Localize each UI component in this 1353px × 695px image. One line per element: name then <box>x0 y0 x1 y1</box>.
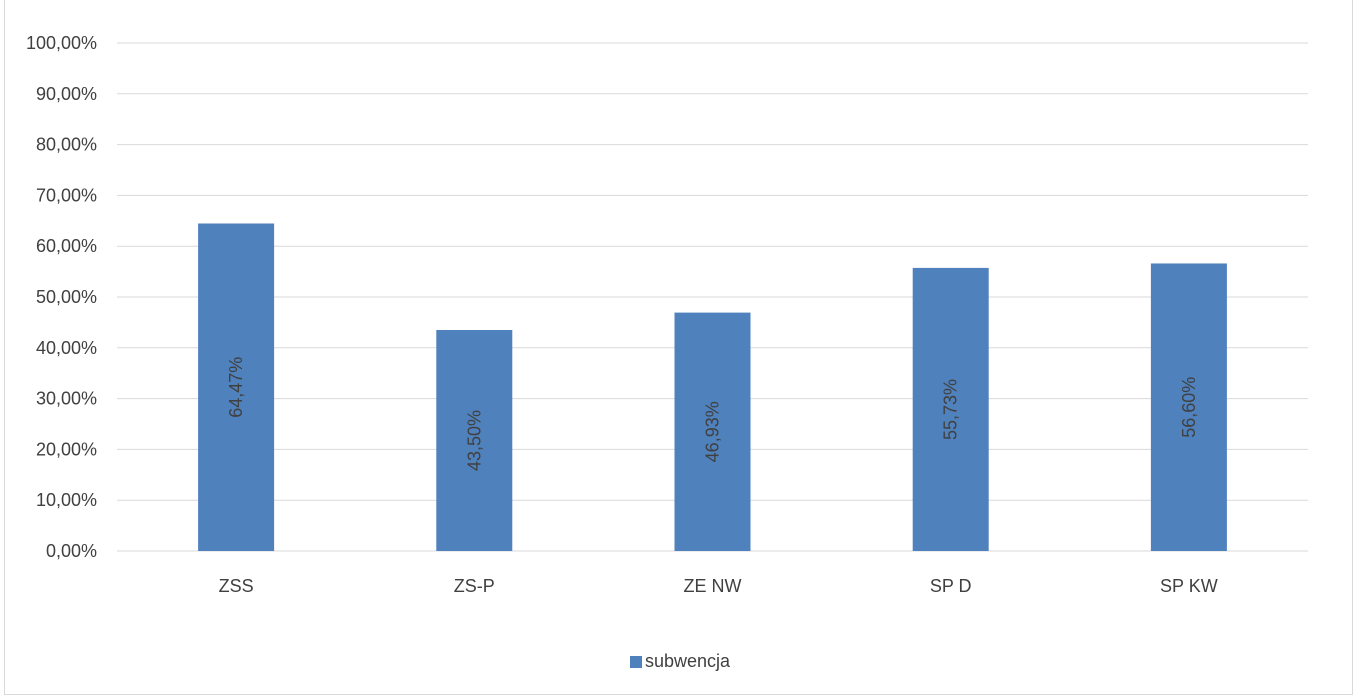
legend: subwencja <box>630 651 731 671</box>
y-tick-label: 90,00% <box>36 84 97 104</box>
y-tick-label: 20,00% <box>36 439 97 459</box>
x-category-label: ZS-P <box>454 576 495 596</box>
data-label: 43,50% <box>464 410 484 471</box>
y-tick-label: 30,00% <box>36 389 97 409</box>
data-label: 55,73% <box>941 379 961 440</box>
x-category-label: SP D <box>930 576 972 596</box>
x-category-label: ZE NW <box>684 576 742 596</box>
bar <box>436 330 513 551</box>
bars <box>198 223 1227 551</box>
y-tick-label: 70,00% <box>36 185 97 205</box>
y-tick-label: 50,00% <box>36 287 97 307</box>
data-labels: 64,47% 43,50% 46,93% 55,73% 56,60% <box>226 357 1199 471</box>
chart-frame: 0,00% 10,00% 20,00% 30,00% 40,00% 50,00% 60,00… <box>4 0 1353 695</box>
y-tick-label: 0,00% <box>46 541 97 561</box>
x-category-label: SP KW <box>1160 576 1218 596</box>
y-axis-tick-labels: 0,00% 10,00% 20,00% 30,00% 40,00% 50,00% 60,00… <box>26 33 97 561</box>
bar-chart: 0,00% 10,00% 20,00% 30,00% 40,00% 50,00% 60,00… <box>26 33 1308 671</box>
x-axis-category-labels: ZSS ZS-P ZE NW SP D SP KW <box>219 576 1218 596</box>
bar <box>1150 263 1227 551</box>
bar <box>912 267 989 551</box>
data-label: 56,60% <box>1179 377 1199 438</box>
y-tick-label: 40,00% <box>36 338 97 358</box>
bar <box>674 312 751 551</box>
data-label: 64,47% <box>226 357 246 418</box>
legend-swatch <box>630 656 642 668</box>
y-tick-label: 100,00% <box>26 33 97 53</box>
legend-label: subwencja <box>645 651 731 671</box>
y-tick-label: 10,00% <box>36 490 97 510</box>
y-tick-label: 80,00% <box>36 135 97 155</box>
x-category-label: ZSS <box>219 576 254 596</box>
bar <box>198 223 275 551</box>
data-label: 46,93% <box>703 401 723 462</box>
y-tick-label: 60,00% <box>36 236 97 256</box>
